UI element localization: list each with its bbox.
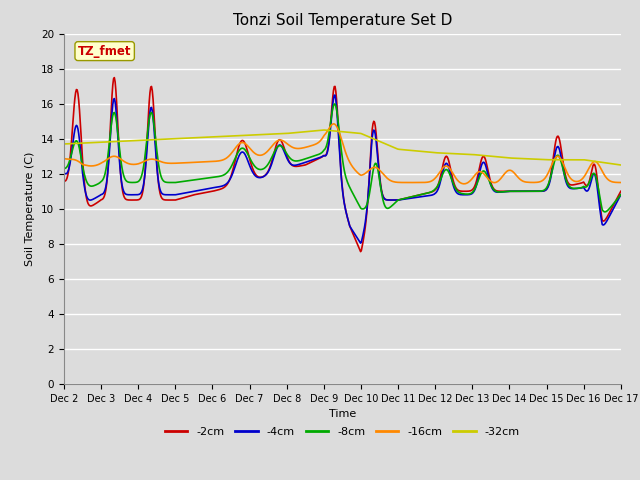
Line: -16cm: -16cm — [64, 124, 621, 184]
-4cm — [356, 240, 364, 246]
Line: -2cm: -2cm — [64, 78, 621, 252]
-16cm — [428, 179, 435, 184]
-2cm — [70, 104, 78, 110]
-32cm — [411, 148, 419, 154]
-8cm — [184, 178, 192, 184]
-32cm — [184, 135, 192, 141]
-8cm — [617, 192, 625, 198]
Text: TZ_fmet: TZ_fmet — [78, 45, 131, 58]
-4cm — [60, 170, 68, 176]
-2cm — [60, 178, 68, 184]
-4cm — [70, 132, 78, 137]
Line: -8cm: -8cm — [64, 104, 621, 212]
-4cm — [617, 192, 625, 198]
-4cm — [412, 195, 419, 201]
-8cm — [214, 174, 221, 180]
-2cm — [356, 249, 364, 254]
-2cm — [128, 197, 136, 203]
-2cm — [185, 193, 193, 199]
-16cm — [460, 181, 467, 187]
-8cm — [70, 142, 78, 147]
-32cm — [321, 127, 328, 133]
-16cm — [617, 180, 625, 185]
-32cm — [428, 149, 435, 155]
-2cm — [617, 188, 625, 194]
-32cm — [127, 138, 135, 144]
Y-axis label: Soil Temperature (C): Soil Temperature (C) — [26, 152, 35, 266]
-16cm — [70, 157, 78, 163]
-32cm — [214, 134, 221, 140]
Line: -4cm: -4cm — [64, 95, 621, 243]
-2cm — [111, 75, 118, 81]
-8cm — [428, 189, 435, 195]
X-axis label: Time: Time — [329, 409, 356, 419]
-4cm — [127, 192, 135, 198]
Title: Tonzi Soil Temperature Set D: Tonzi Soil Temperature Set D — [233, 13, 452, 28]
-4cm — [214, 184, 221, 190]
-16cm — [330, 121, 337, 127]
-8cm — [60, 166, 68, 171]
-8cm — [601, 209, 609, 215]
-32cm — [60, 141, 68, 147]
-4cm — [332, 92, 339, 98]
-16cm — [184, 160, 192, 166]
-4cm — [184, 190, 192, 195]
Legend: -2cm, -4cm, -8cm, -16cm, -32cm: -2cm, -4cm, -8cm, -16cm, -32cm — [161, 422, 524, 442]
-16cm — [127, 161, 135, 167]
-32cm — [70, 141, 78, 146]
Line: -32cm: -32cm — [64, 130, 621, 165]
-16cm — [60, 156, 68, 161]
-32cm — [617, 162, 625, 168]
-8cm — [330, 101, 338, 107]
-4cm — [428, 192, 436, 198]
-2cm — [428, 189, 436, 195]
-8cm — [127, 180, 135, 185]
-16cm — [214, 158, 221, 164]
-2cm — [412, 193, 419, 199]
-8cm — [411, 193, 419, 199]
-2cm — [214, 187, 222, 193]
-16cm — [411, 180, 419, 185]
